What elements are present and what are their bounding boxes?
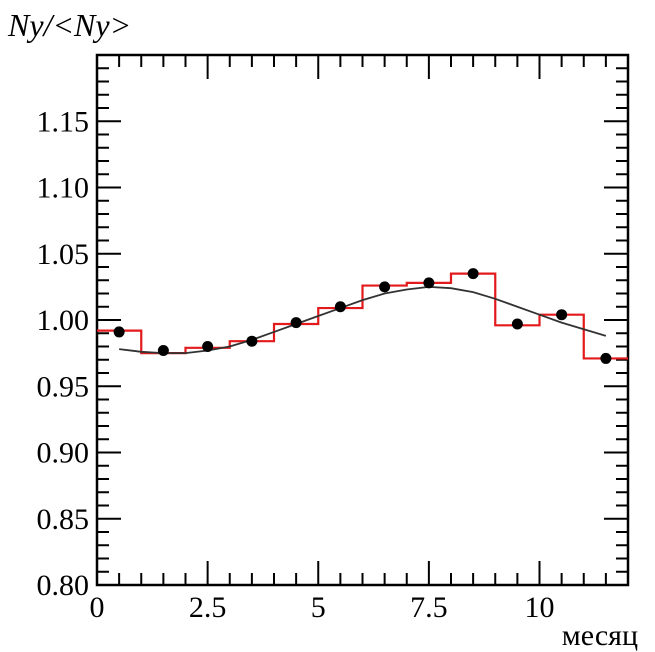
x-tick-label: 7.5 [410, 591, 448, 624]
x-tick-label: 10 [525, 591, 555, 624]
data-point [379, 281, 391, 293]
x-tick-label: 5 [311, 591, 326, 624]
y-tick-label: 0.80 [37, 569, 90, 602]
x-axis-label: месяц [562, 619, 638, 652]
x-tick-label: 0 [90, 591, 105, 624]
y-tick-label: 1.15 [37, 105, 90, 138]
y-tick-label: 0.85 [37, 503, 90, 536]
data-point [467, 268, 479, 280]
y-axis-label: Ny/<Ny> [7, 7, 131, 43]
data-point [600, 352, 612, 364]
plot-marks [97, 268, 628, 364]
y-tick-label: 0.90 [37, 437, 90, 470]
data-point [334, 301, 346, 313]
y-tick-label: 1.10 [37, 172, 90, 205]
data-point [290, 317, 302, 329]
axis-ticks [96, 54, 629, 586]
data-point [202, 341, 214, 352]
axis-tick-labels: 0 2.5 5 7.5 10 0.80 0.85 0.90 0.95 1.00 1.05 1.10 1.… [37, 105, 555, 624]
y-tick-label: 1.05 [37, 238, 90, 271]
fit-curve [119, 285, 607, 355]
plot-frame [95, 53, 630, 587]
x-tick-label: 2.5 [189, 591, 227, 624]
data-point [113, 326, 125, 338]
y-tick-label: 0.95 [37, 370, 90, 403]
histogram-steps [97, 272, 628, 360]
data-point [246, 335, 258, 347]
data-point [556, 309, 568, 321]
y-tick-label: 1.00 [37, 304, 90, 337]
data-point [157, 344, 169, 356]
data-point [511, 318, 523, 330]
data-point [423, 277, 435, 289]
